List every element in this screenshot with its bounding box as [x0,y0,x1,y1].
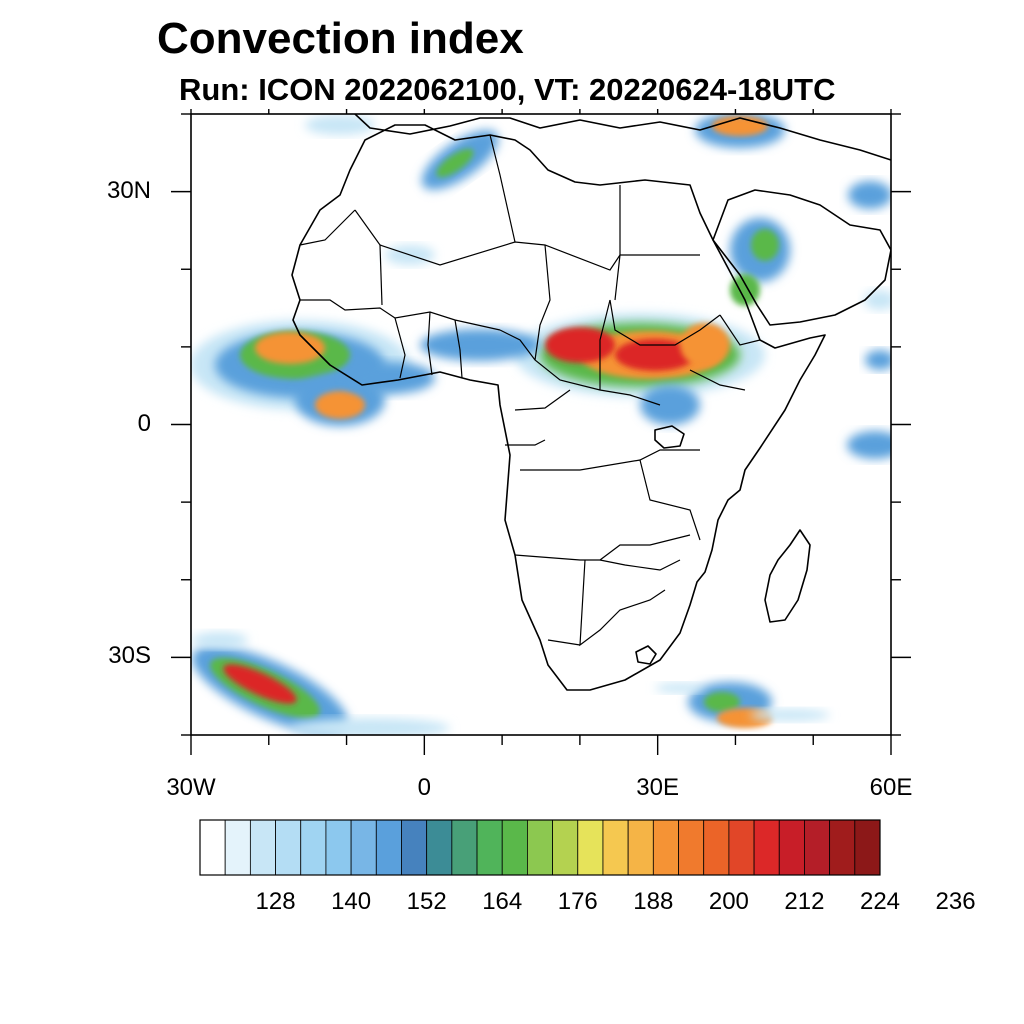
colorbar-swatch [728,819,755,876]
axis-ticks [171,109,911,755]
field-blob [545,327,615,363]
colorbar-label: 152 [406,888,447,915]
field-blob [315,391,365,419]
field-blob [680,323,730,367]
colorbar-label: 200 [708,888,749,915]
colorbar-swatch [829,819,856,876]
colorbar-label: 188 [633,888,674,915]
field-blob [255,332,325,364]
lat-label: 30S [108,642,151,670]
colorbar-swatch [401,819,428,876]
lon-label: 30W [166,774,216,801]
lon-label: 0 [417,774,431,801]
colorbar-swatch [325,819,352,876]
field-blob [345,362,435,394]
colorbar-swatch [275,819,302,876]
colorbar-label: 140 [331,888,372,915]
colorbar-swatch [476,819,503,876]
colorbar-swatch [804,819,831,876]
colorbar-swatch [375,819,402,876]
lesotho [635,645,657,665]
colorbar-swatch [753,819,780,876]
colorbar-swatch [300,819,327,876]
chart-subtitle: Run: ICON 2022062100, VT: 20220624-18UTC [179,72,836,107]
colorbar-swatch [451,819,478,876]
lon-label: 30E [636,774,679,801]
europe-coast [354,114,891,161]
colorbar-swatch [602,819,629,876]
field-blob [420,329,540,361]
field-blob [436,148,474,178]
colorbar-swatch [350,819,377,876]
field-blob [223,664,297,704]
colorbar-swatch [652,819,679,876]
chart-title: Convection index [157,14,524,63]
field-blob [751,229,779,261]
field-blob [848,181,891,209]
colorbar-swatch [703,819,730,876]
colorbar-label: 164 [482,888,523,915]
field-blob [615,339,695,371]
field-blob [750,709,830,721]
madagascar [764,529,811,623]
field-blob [655,683,705,693]
map-background [191,114,891,735]
colorbar-label: 236 [935,888,976,915]
colorbar-swatch [854,819,881,876]
arabian-peninsula [712,189,891,326]
lat-label: 30N [106,176,151,204]
colorbar-label: 176 [557,888,598,915]
colorbar-swatch [577,819,604,876]
field-blob [305,115,375,135]
field-blob [640,385,700,425]
field-blob [290,718,450,735]
colorbar-swatch [778,819,805,876]
lon-label: 60E [869,774,913,801]
convection-field [191,114,891,735]
colorbar-swatch [527,819,553,876]
colorbar-label: 128 [255,888,296,915]
africa-coastline [291,124,826,691]
map-area [191,114,891,735]
field-blob [192,632,248,648]
colorbar-swatch [249,819,276,876]
colorbar [199,819,881,876]
field-blob [847,431,891,459]
colorbar-swatch [627,819,654,876]
field-blob [865,350,891,370]
colorbar-swatch [426,819,453,876]
lat-label: 0 [137,409,151,437]
colorbar-swatch [199,819,226,876]
colorbar-swatch [501,819,528,876]
coastlines [291,114,891,691]
field-blob [712,116,768,136]
colorbar-swatch [552,819,579,876]
colorbar-swatch [224,819,251,876]
country-borders [299,134,761,647]
colorbar-frame [199,819,881,876]
colorbar-swatch [678,819,705,876]
lake-victoria [654,425,685,449]
colorbar-label: 212 [784,888,825,915]
field-blob [704,692,740,712]
colorbar-label: 224 [859,888,901,915]
